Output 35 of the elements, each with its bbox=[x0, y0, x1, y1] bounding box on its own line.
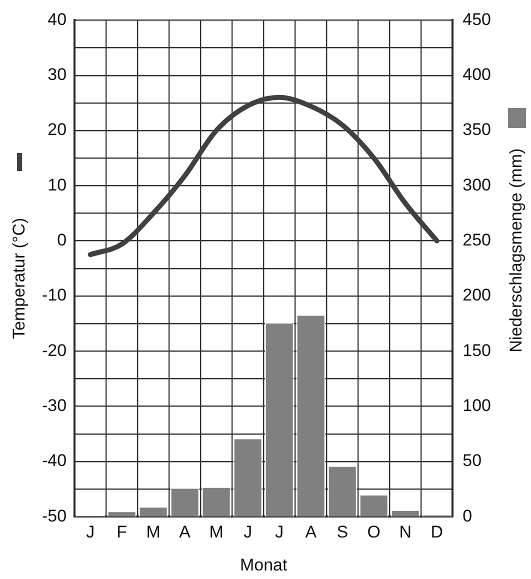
x-tick-label: O bbox=[367, 522, 380, 542]
y-tick-label: 10 bbox=[48, 175, 67, 194]
x-axis-title: Monat bbox=[240, 556, 288, 575]
y-tick-label: 20 bbox=[48, 120, 67, 140]
x-tick-label: J bbox=[275, 522, 284, 542]
y-tick-label: -20 bbox=[42, 340, 67, 360]
x-tick-label: N bbox=[399, 522, 412, 542]
y2-tick-label: 0 bbox=[462, 506, 472, 526]
y2-tick-label: 100 bbox=[462, 396, 492, 415]
y2-tick-label: 200 bbox=[462, 286, 492, 305]
x-tick-label: D bbox=[430, 522, 444, 542]
x-tick-label: F bbox=[116, 522, 128, 542]
y-tick-label: -50 bbox=[42, 506, 67, 526]
y-tick-label: 30 bbox=[48, 65, 67, 84]
x-tick-label: M bbox=[209, 522, 224, 542]
y-axis-title: Temperatur (°C) bbox=[10, 218, 29, 339]
y-tick-label: 0 bbox=[57, 230, 67, 250]
y2-tick-label: 50 bbox=[462, 451, 482, 470]
x-tick-label: A bbox=[305, 522, 318, 542]
y2-tick-label: 300 bbox=[462, 175, 492, 194]
y-tick-label: -40 bbox=[42, 451, 67, 470]
x-tick-label: J bbox=[86, 522, 95, 542]
x-tick-label: M bbox=[146, 522, 160, 542]
y2-tick-label: 400 bbox=[462, 65, 492, 84]
y-tick-label: 40 bbox=[48, 10, 67, 29]
y2-tick-label: 150 bbox=[462, 340, 492, 360]
y2-tick-label: 350 bbox=[462, 120, 492, 140]
x-tick-label: J bbox=[244, 522, 252, 542]
y-tick-label: -10 bbox=[42, 286, 67, 305]
y2-tick-label: 250 bbox=[462, 230, 492, 250]
y-tick-label: -30 bbox=[42, 396, 67, 415]
y2-tick-label: 450 bbox=[462, 10, 492, 29]
x-tick-label: S bbox=[336, 522, 348, 542]
y2-axis-title: Niederschlagsmenge (mm) bbox=[506, 148, 526, 352]
x-tick-label: A bbox=[179, 522, 192, 542]
